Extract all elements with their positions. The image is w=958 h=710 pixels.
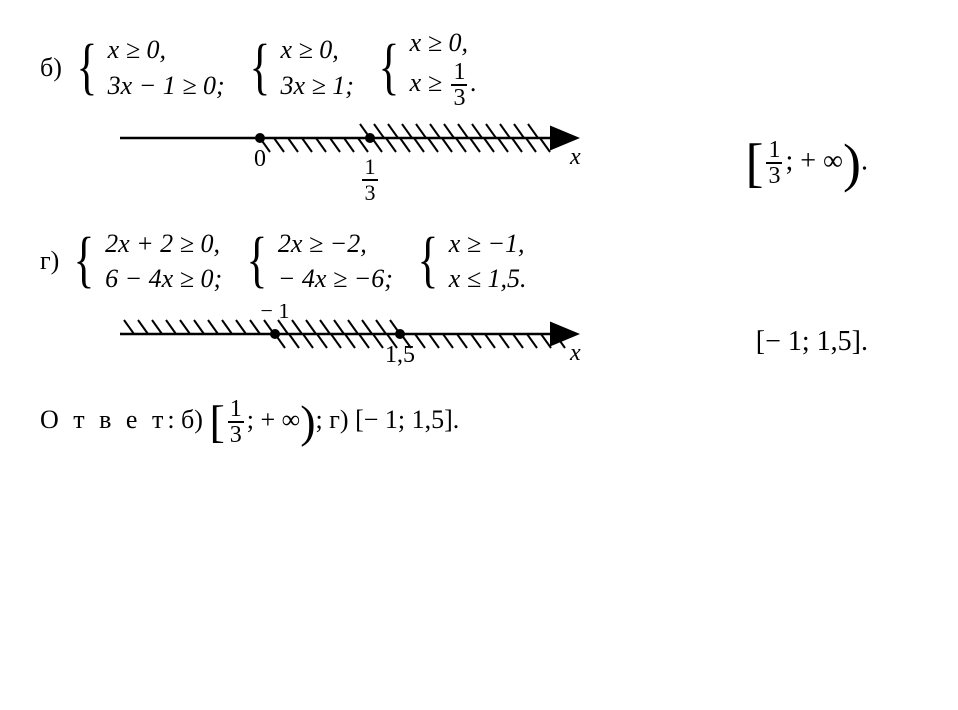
system-b-1: { x ≥ 0, 3x − 1 ≥ 0; [72, 32, 225, 102]
part-g-numberline-row: − 1 1,5 x [− 1; 1,5]. [40, 304, 918, 379]
eq-b2-line1: x ≥ 0, [280, 32, 353, 67]
eq-g2-line2: − 4x ≥ −6; [278, 261, 393, 296]
svg-text:1: 1 [365, 154, 376, 179]
bracket-open-icon: [ [746, 133, 764, 193]
interval-b-end: . [861, 146, 868, 177]
eq-b3-line1: x ≥ 0, [410, 25, 477, 60]
svg-text:x: x [569, 340, 581, 366]
answer-mid: ; г) [316, 405, 356, 434]
brace-icon: { [247, 233, 268, 289]
eq-g1-line1: 2x + 2 ≥ 0, [105, 226, 222, 261]
brace-icon: { [378, 40, 399, 96]
eq-g3-line1: x ≥ −1, [449, 226, 527, 261]
numberline-g: − 1 1,5 x [120, 304, 590, 379]
eq-b3-line2: x ≥ 13. [410, 60, 477, 110]
system-g-3: { x ≥ −1, x ≤ 1,5. [413, 226, 527, 296]
brace-icon: { [76, 40, 97, 96]
svg-text:0: 0 [254, 146, 266, 172]
numberline-g-svg: − 1 1,5 x [120, 304, 590, 379]
system-g-2: { 2x ≥ −2, − 4x ≥ −6; [242, 226, 393, 296]
eq-b1-line1: x ≥ 0, [108, 32, 225, 67]
bracket-close-icon: ) [300, 396, 315, 447]
bracket-close-icon: ) [843, 133, 861, 193]
svg-text:− 1: − 1 [261, 304, 290, 323]
fraction-icon: 13 [766, 138, 782, 188]
part-g-systems: г) { 2x + 2 ≥ 0, 6 − 4x ≥ 0; { 2x ≥ −2, … [40, 226, 918, 296]
answer-word: О т в е т [40, 405, 167, 434]
eq-g1-line2: 6 − 4x ≥ 0; [105, 261, 222, 296]
part-b-numberline-row: 0 1 3 x [13; + ∞). [40, 118, 918, 208]
system-b-3: { x ≥ 0, x ≥ 13. [374, 25, 477, 110]
svg-text:x: x [569, 144, 581, 170]
part-g-label: г) [40, 246, 59, 276]
system-b-2: { x ≥ 0, 3x ≥ 1; [245, 32, 354, 102]
system-g-1: { 2x + 2 ≥ 0, 6 − 4x ≥ 0; [69, 226, 222, 296]
answer-line: О т в е т: б) [13; + ∞); г) [− 1; 1,5]. [40, 397, 918, 447]
brace-icon: { [417, 233, 438, 289]
answer-b-rest: ; + ∞ [247, 405, 300, 434]
part-b-label: б) [40, 53, 62, 83]
bracket-open-icon: [ [209, 396, 224, 447]
interval-g: [− 1; 1,5]. [756, 326, 868, 358]
svg-text:3: 3 [365, 180, 376, 205]
eq-b3-prefix: x ≥ [410, 68, 449, 97]
brace-icon: { [249, 40, 270, 96]
fraction-icon: 13 [451, 60, 467, 110]
svg-text:1,5: 1,5 [385, 342, 415, 368]
fraction-icon: 13 [228, 397, 244, 447]
numberline-b-svg: 0 1 3 x [120, 118, 590, 208]
brace-icon: { [74, 233, 95, 289]
eq-g2-line1: 2x ≥ −2, [278, 226, 393, 261]
part-b-systems: б) { x ≥ 0, 3x − 1 ≥ 0; { x ≥ 0, 3x ≥ 1;… [40, 25, 918, 110]
interval-b: [13; + ∞). [746, 138, 869, 188]
interval-b-sep: ; + ∞ [785, 146, 843, 177]
numberline-b: 0 1 3 x [120, 118, 590, 208]
eq-g3-line2: x ≤ 1,5. [449, 261, 527, 296]
eq-b2-line2: 3x ≥ 1; [280, 68, 353, 103]
eq-b3-suffix: . [470, 68, 477, 97]
answer-g: [− 1; 1,5]. [355, 405, 459, 434]
eq-b1-line2: 3x − 1 ≥ 0; [108, 68, 225, 103]
